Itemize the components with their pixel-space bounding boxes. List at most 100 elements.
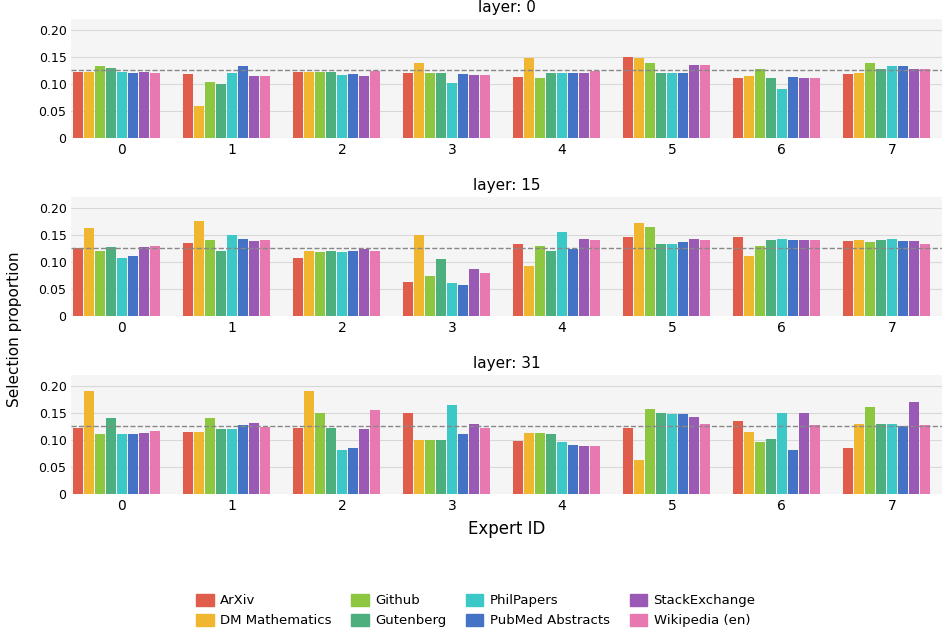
Bar — [84, 228, 94, 316]
Bar — [810, 425, 820, 494]
Bar — [920, 244, 930, 316]
Bar — [920, 68, 930, 138]
Bar — [128, 73, 138, 138]
Bar — [579, 73, 589, 138]
Bar — [403, 73, 413, 138]
Bar — [293, 72, 303, 138]
Bar — [337, 75, 347, 138]
Bar — [513, 441, 523, 494]
Bar — [557, 442, 567, 494]
Bar — [898, 241, 908, 316]
Bar — [315, 413, 325, 494]
Bar — [117, 258, 127, 316]
Bar — [458, 285, 468, 316]
Bar — [765, 240, 776, 316]
Bar — [535, 434, 545, 494]
Bar — [106, 418, 116, 494]
Bar — [216, 251, 226, 316]
Bar — [414, 63, 424, 138]
Bar — [765, 78, 776, 138]
Bar — [887, 66, 897, 138]
Bar — [843, 74, 853, 138]
Bar — [183, 74, 193, 138]
Bar — [95, 66, 105, 138]
Bar — [436, 259, 446, 316]
Bar — [359, 75, 369, 138]
Bar — [678, 73, 688, 138]
Bar — [347, 251, 358, 316]
Bar — [810, 78, 820, 138]
Bar — [876, 423, 886, 494]
Bar — [777, 89, 787, 138]
Bar — [788, 449, 798, 494]
Bar — [864, 408, 875, 494]
Bar — [524, 265, 534, 316]
Title: layer: 0: layer: 0 — [478, 0, 536, 15]
Bar — [337, 251, 347, 316]
Bar — [898, 426, 908, 494]
Bar — [843, 241, 853, 316]
Bar — [117, 72, 127, 138]
Bar — [689, 417, 699, 494]
Bar — [183, 432, 193, 494]
Bar — [370, 251, 380, 316]
Bar — [403, 282, 413, 316]
Bar — [568, 249, 578, 316]
Title: layer: 15: layer: 15 — [473, 178, 541, 193]
Bar — [810, 240, 820, 316]
Bar — [304, 251, 314, 316]
Bar — [469, 423, 479, 494]
Bar — [557, 73, 567, 138]
Bar — [634, 460, 644, 494]
Bar — [755, 246, 765, 316]
Bar — [293, 258, 303, 316]
Bar — [238, 239, 248, 316]
Bar — [666, 415, 677, 494]
Bar — [469, 75, 479, 138]
Bar — [414, 235, 424, 316]
Bar — [205, 82, 215, 138]
Bar — [700, 423, 710, 494]
Bar — [733, 78, 743, 138]
Bar — [876, 69, 886, 138]
Legend: ArXiv, DM Mathematics, Github, Gutenberg, PhilPapers, PubMed Abstracts, StackExc: ArXiv, DM Mathematics, Github, Gutenberg… — [191, 589, 761, 633]
Bar — [414, 440, 424, 494]
Bar — [128, 434, 138, 494]
Bar — [535, 78, 545, 138]
Text: Selection proportion: Selection proportion — [7, 251, 22, 407]
Bar — [337, 450, 347, 494]
Bar — [887, 423, 897, 494]
Bar — [678, 242, 688, 316]
Bar — [545, 73, 556, 138]
Bar — [777, 239, 787, 316]
Bar — [765, 439, 776, 494]
Bar — [260, 240, 270, 316]
Bar — [73, 248, 83, 316]
Bar — [689, 65, 699, 138]
Bar — [733, 422, 743, 494]
Bar — [590, 240, 600, 316]
Bar — [843, 448, 853, 494]
Bar — [326, 428, 336, 494]
Bar — [666, 244, 677, 316]
Bar — [579, 446, 589, 494]
Bar — [645, 227, 655, 316]
Bar — [799, 413, 809, 494]
Bar — [666, 73, 677, 138]
Bar — [260, 427, 270, 494]
Bar — [293, 428, 303, 494]
Bar — [557, 232, 567, 316]
Bar — [909, 402, 919, 494]
Bar — [205, 240, 215, 316]
Bar — [678, 414, 688, 494]
Bar — [689, 239, 699, 316]
Bar — [480, 273, 490, 316]
Bar — [436, 73, 446, 138]
Bar — [513, 244, 523, 316]
Bar — [117, 434, 127, 494]
Title: layer: 31: layer: 31 — [473, 356, 541, 371]
Bar — [149, 246, 160, 316]
Bar — [205, 418, 215, 494]
Bar — [95, 434, 105, 494]
Bar — [535, 246, 545, 316]
